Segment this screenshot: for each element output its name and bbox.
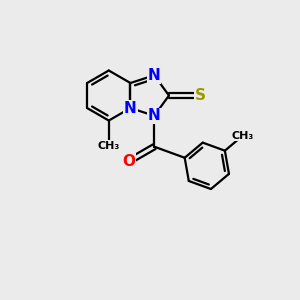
Text: N: N (148, 68, 161, 83)
Text: CH₃: CH₃ (232, 130, 254, 140)
Text: O: O (122, 154, 135, 169)
Text: N: N (124, 100, 137, 116)
Text: N: N (148, 108, 161, 123)
Text: CH₃: CH₃ (98, 141, 120, 151)
Text: S: S (194, 88, 206, 103)
